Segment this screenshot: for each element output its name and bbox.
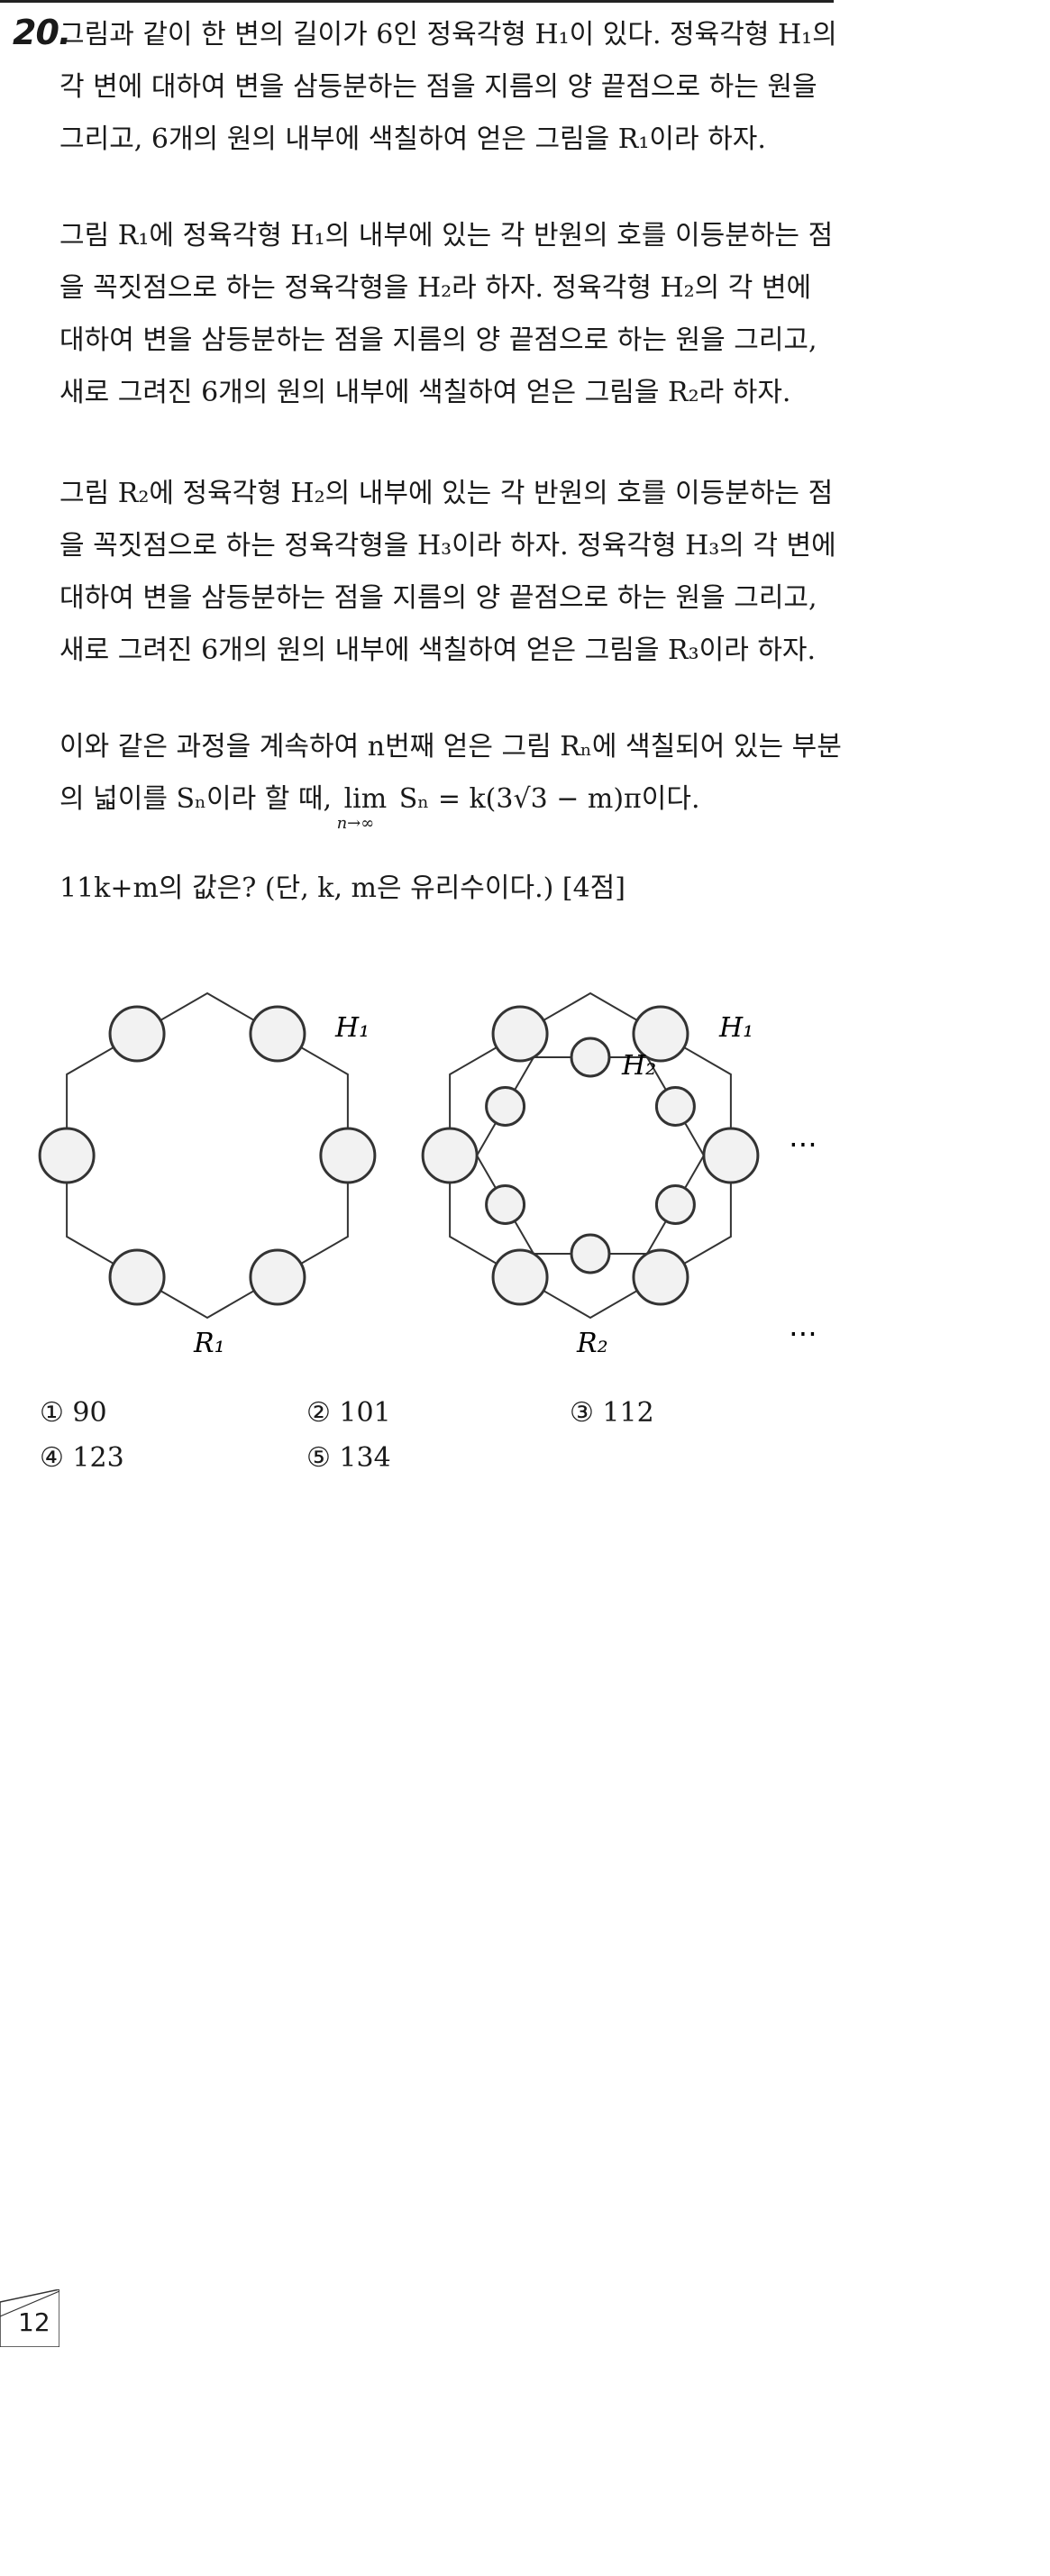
label-h1-left: H₁ <box>334 1012 370 1044</box>
shaded-circle-small <box>654 1184 696 1225</box>
choice-5[interactable]: ⑤ 134 <box>306 1442 391 1474</box>
question-paragraph-2: 그림 R₁에 정육각형 H₁의 내부에 있는 각 반원의 호를 이등분하는 점을… <box>59 220 834 408</box>
question-paragraph-1: 그림과 같이 한 변의 길이가 6인 정육각형 H₁이 있다. 정육각형 H₁의… <box>59 19 837 155</box>
shaded-circle <box>491 1005 549 1063</box>
question-paragraph-4: 이와 같은 과정을 계속하여 n번째 얻은 그림 Rₙ에 색칠되어 있는 부분의… <box>59 721 844 833</box>
shaded-circle-small <box>654 1086 696 1127</box>
shaded-circle <box>108 1248 166 1306</box>
figure-r2 <box>421 991 760 1320</box>
ellipsis-mid: ⋯ <box>789 1127 817 1161</box>
choice-3[interactable]: ③ 112 <box>570 1397 654 1429</box>
figure: H₁ R₁ H₁ H₂ R₂ ⋯ ⋯ <box>0 937 1050 1379</box>
shaded-circle <box>421 1127 479 1184</box>
ellipsis-low: ⋯ <box>789 1316 817 1350</box>
hexagon-h1 <box>66 991 349 1320</box>
limit-operator: lim n→∞ <box>337 773 388 833</box>
choice-2[interactable]: ② 101 <box>306 1397 391 1429</box>
question-number: 20. <box>13 13 71 52</box>
shaded-circle <box>632 1005 689 1063</box>
figure-svg: H₁ R₁ H₁ H₂ R₂ ⋯ ⋯ <box>38 991 817 1359</box>
shaded-circle <box>491 1248 549 1306</box>
label-r2: R₂ <box>576 1328 608 1359</box>
shaded-circle-small <box>485 1086 526 1127</box>
limit-sentence-end: Sₙ = k(3√3 − m)π이다. <box>398 783 700 815</box>
limit-sentence-start: 이와 같은 과정을 계속하여 n번째 얻은 그림 Rₙ에 색칠되어 있는 부분의… <box>59 731 842 815</box>
shaded-circle-small <box>570 1233 611 1274</box>
shaded-circle <box>249 1005 306 1063</box>
shaded-circle <box>632 1248 689 1306</box>
shaded-circle-small <box>570 1037 611 1078</box>
shaded-circle <box>249 1248 306 1306</box>
shaded-circle <box>38 1127 96 1184</box>
page-number-box: 12 <box>0 2288 60 2348</box>
label-h1-right: H₁ <box>718 1012 753 1044</box>
question-paragraph-5: 11k+m의 값은? (단, k, m은 유리수이다.) [4점] <box>59 872 625 904</box>
choice-4[interactable]: ④ 123 <box>40 1442 124 1474</box>
top-rule <box>0 0 834 3</box>
choice-1[interactable]: ① 90 <box>40 1397 107 1429</box>
label-h2: H₂ <box>621 1050 656 1082</box>
figure-r1 <box>38 991 377 1320</box>
hexagon-h1 <box>449 991 732 1320</box>
question-paragraph-3: 그림 R₂에 정육각형 H₂의 내부에 있는 각 반원의 호를 이등분하는 점을… <box>59 478 836 666</box>
shaded-circle <box>702 1127 760 1184</box>
label-r1: R₁ <box>193 1328 225 1359</box>
shaded-circle <box>319 1127 377 1184</box>
limit-symbol: lim <box>343 783 388 815</box>
shaded-circle <box>108 1005 166 1063</box>
hexagon-h2 <box>475 1055 706 1256</box>
limit-subscript: n→∞ <box>336 814 375 833</box>
shaded-circle-small <box>485 1184 526 1225</box>
page-number: 12 <box>18 2307 50 2337</box>
